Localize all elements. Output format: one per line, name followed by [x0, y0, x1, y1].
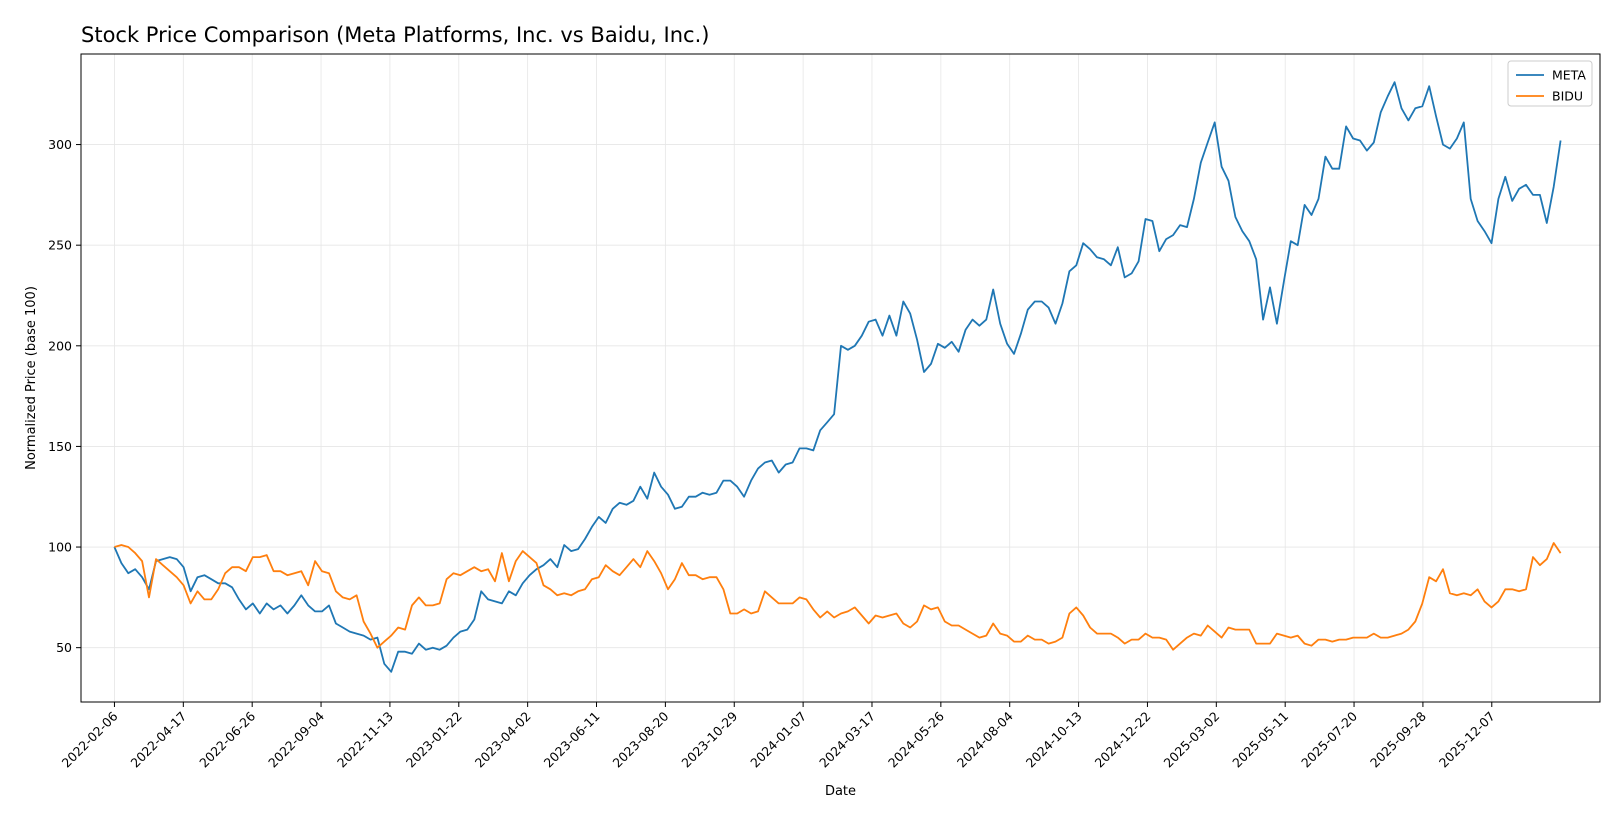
y-tick-label: 100 — [48, 540, 72, 555]
y-tick-label: 250 — [48, 238, 72, 253]
x-tick-label: 2022-04-17 — [127, 709, 189, 771]
plot-frame — [80, 53, 1601, 703]
x-tick-label: 2025-07-20 — [1298, 708, 1360, 770]
x-tick-label: 2025-03-02 — [1160, 709, 1222, 771]
series-lines — [113, 81, 1562, 673]
y-tick-label: 150 — [48, 439, 72, 454]
x-tick-label: 2024-01-07 — [747, 709, 809, 771]
x-tick-label: 2023-10-29 — [678, 708, 740, 770]
legend-box — [1507, 60, 1593, 107]
x-tick-label: 2022-11-13 — [334, 709, 396, 771]
y-axis-label: Normalized Price (base 100) — [24, 286, 39, 470]
x-axis-ticks: 2022-02-06 2022-04-17 2022-06-26 2022-09-04… — [59, 702, 1498, 770]
x-tick-label: 2022-09-04 — [265, 708, 327, 770]
legend-label-meta: META — [1552, 68, 1586, 83]
series-line-bidu — [114, 542, 1562, 651]
x-tick-label: 2024-08-04 — [954, 708, 1016, 770]
x-tick-label: 2023-01-22 — [403, 709, 465, 771]
x-axis-label: Date — [825, 784, 856, 799]
x-tick-label: 2024-12-22 — [1092, 709, 1154, 771]
y-tick-label: 50 — [56, 640, 72, 655]
x-tick-label: 2025-12-07 — [1436, 709, 1498, 771]
series-line-meta — [113, 81, 1562, 673]
x-tick-label: 2023-06-11 — [541, 709, 603, 771]
x-tick-label: 2022-06-26 — [196, 708, 258, 770]
x-tick-label: 2023-08-20 — [610, 708, 672, 770]
x-tick-label: 2022-02-06 — [59, 708, 121, 770]
x-tick-label: 2025-05-11 — [1229, 709, 1291, 771]
x-tick-label: 2024-05-26 — [885, 708, 947, 770]
x-tick-label: 2024-10-13 — [1023, 709, 1085, 771]
legend: META BIDU — [1507, 60, 1593, 107]
chart-title: Stock Price Comparison (Meta Platforms, … — [81, 23, 709, 47]
x-tick-label: 2023-04-02 — [472, 709, 534, 771]
x-tick-label: 2025-09-28 — [1367, 708, 1429, 770]
y-tick-label: 300 — [48, 137, 72, 152]
y-tick-label: 200 — [48, 338, 72, 353]
legend-label-bidu: BIDU — [1552, 89, 1583, 104]
y-axis-ticks: 50 100 150 200 250 300 — [48, 137, 81, 655]
x-tick-label: 2024-03-17 — [816, 709, 878, 771]
